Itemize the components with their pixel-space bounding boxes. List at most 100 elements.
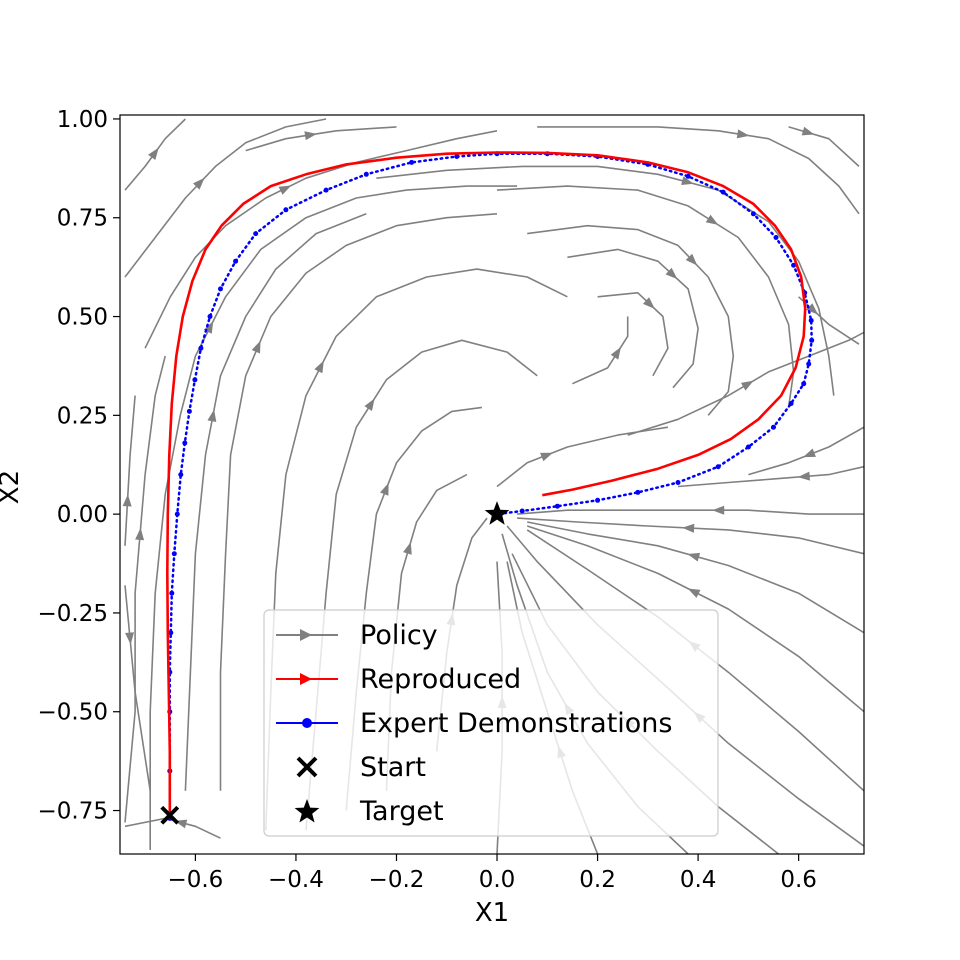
policy-streamline: [124, 118, 327, 278]
legend-reproduced-label: Reproduced: [360, 664, 521, 695]
y-tick-label: 0.50: [57, 305, 108, 331]
policy-arrow: [681, 176, 694, 186]
legend-policy-label: Policy: [360, 620, 438, 651]
policy-streamline: [597, 291, 669, 377]
policy-streamline: [527, 224, 735, 416]
policy-arrow: [705, 214, 719, 225]
expert-demo-point: [207, 314, 213, 319]
expert-demo-point: [253, 231, 259, 237]
policy-arrow: [736, 129, 750, 139]
policy-streamline: [517, 509, 864, 515]
expert-demo-point: [808, 318, 814, 323]
y-axis-label: X2: [0, 470, 25, 504]
expert-demo-point: [178, 472, 184, 478]
expert-demo-point: [685, 173, 691, 179]
legend-expert-label: Expert Demonstrations: [360, 708, 672, 739]
expert-demo-point: [182, 440, 188, 446]
expert-demo-point: [363, 171, 369, 177]
policy-arrow: [797, 471, 811, 481]
policy-streamline: [537, 126, 860, 215]
policy-arrow: [803, 448, 816, 458]
expert-demo-point: [715, 464, 721, 470]
expert-demo-point: [519, 508, 525, 514]
expert-demo-point: [198, 345, 204, 351]
expert-demo-point: [635, 489, 641, 495]
legend: Policy Reproduced Expert Demonstrations …: [263, 609, 719, 837]
legend-target-label: Target: [359, 796, 444, 827]
target-marker: [484, 501, 510, 525]
legend-expert-marker: [302, 718, 312, 728]
x-tick-label: −0.4: [268, 867, 324, 893]
policy-arrow: [278, 185, 292, 195]
policy-arrow: [682, 523, 695, 533]
expert-demo-point: [675, 480, 681, 485]
reproduced-trajectory: [166, 151, 807, 819]
expert-demo-point: [168, 630, 174, 636]
policy-streamline: [124, 585, 151, 791]
policy-streamline: [627, 331, 864, 436]
y-tick-label: 0.00: [57, 502, 108, 528]
policy-streamline: [788, 126, 860, 167]
policy-arrow: [687, 552, 701, 562]
legend-target-marker: [294, 799, 320, 823]
expert-demo-point: [283, 207, 289, 213]
x-tick-label: 0.6: [780, 867, 817, 893]
policy-streamline: [149, 185, 518, 850]
expert-demo-point: [218, 286, 223, 292]
start-marker: [160, 805, 180, 825]
x-tick-label: 0.0: [479, 867, 516, 893]
x-tick-label: 0.2: [579, 867, 616, 893]
legend-start-marker: [296, 756, 318, 778]
policy-streamline: [677, 465, 864, 488]
expert-demo-point: [595, 497, 601, 503]
expert-demo-point: [806, 361, 812, 367]
y-tick-label: 1.00: [57, 107, 108, 133]
y-tick-label: −0.50: [38, 700, 108, 726]
policy-arrow: [122, 494, 132, 507]
policy-streamline: [376, 165, 835, 396]
policy-arrow: [712, 505, 725, 515]
policy-streamline: [124, 817, 221, 839]
x-tick-label: −0.2: [369, 867, 425, 893]
legend-box: [263, 609, 719, 837]
policy-arrow: [665, 267, 678, 280]
policy-streamline: [496, 185, 795, 408]
policy-arrow: [251, 340, 261, 354]
expert-demo-point: [409, 159, 415, 165]
legend-policy-arrow: [300, 629, 312, 641]
policy-arrow: [740, 380, 754, 391]
legend-reproduced-arrow: [300, 673, 312, 685]
legend-start-label: Start: [360, 752, 426, 783]
policy-arrow: [685, 253, 698, 266]
policy-streamline: [517, 517, 864, 555]
x-axis-label: X1: [475, 898, 509, 928]
expert-demo-point: [773, 235, 779, 240]
y-axis: 1.00 0.75 0.50 0.25 0.00 −0.25 −0.50 −0.75: [38, 107, 120, 825]
expert-demo-point: [192, 377, 198, 383]
expert-demo-point: [771, 424, 776, 430]
policy-arrow: [207, 409, 217, 423]
y-tick-label: 0.25: [57, 403, 108, 429]
expert-demo-point: [801, 381, 807, 387]
expert-demo-point: [454, 154, 460, 159]
policy-arrow: [380, 482, 389, 496]
policy-streamline: [245, 126, 397, 152]
policy-arrow: [314, 360, 324, 374]
policy-arrow: [193, 177, 205, 190]
expert-demo-point: [186, 408, 192, 414]
policy-arrow: [304, 131, 317, 141]
policy-arrow: [403, 541, 412, 555]
expert-demo-point: [323, 187, 329, 193]
x-tick-label: −0.6: [167, 867, 223, 893]
policy-arrow: [610, 347, 621, 360]
expert-demo-point: [809, 337, 815, 343]
policy-arrow: [642, 297, 655, 309]
expert-demo-point: [750, 211, 756, 217]
policy-streamline: [124, 395, 136, 546]
y-tick-label: 0.75: [57, 206, 108, 232]
x-axis: −0.6 −0.4 −0.2 0.0 0.2 0.4 0.6: [167, 854, 817, 893]
y-tick-label: −0.75: [38, 799, 108, 825]
policy-arrow: [687, 588, 701, 598]
policy-arrow: [540, 452, 553, 462]
